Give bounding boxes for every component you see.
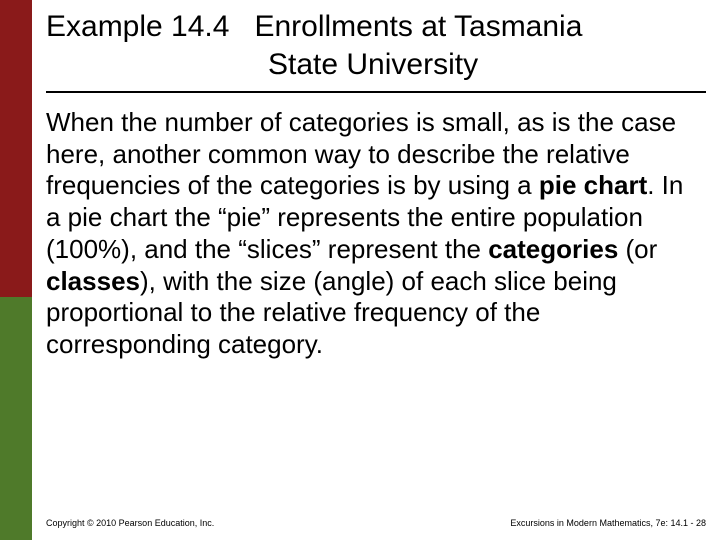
title-line-2: State University bbox=[46, 46, 706, 84]
title-block: Example 14.4 Enrollments at Tasmania Sta… bbox=[46, 8, 706, 93]
sidebar-top-band bbox=[0, 0, 32, 297]
body-run-3: (or bbox=[618, 234, 657, 264]
slide-content: Example 14.4 Enrollments at Tasmania Sta… bbox=[32, 0, 720, 540]
example-number: Example 14.4 bbox=[46, 10, 229, 43]
sidebar-bottom-band bbox=[0, 297, 32, 540]
term-categories: categories bbox=[488, 234, 618, 264]
accent-sidebar bbox=[0, 0, 32, 540]
term-pie-chart: pie chart bbox=[539, 170, 647, 200]
body-paragraph: When the number of categories is small, … bbox=[46, 107, 706, 361]
title-line-1: Example 14.4 Enrollments at Tasmania bbox=[46, 8, 706, 46]
term-classes: classes bbox=[46, 266, 140, 296]
page-reference: Excursions in Modern Mathematics, 7e: 14… bbox=[510, 518, 706, 528]
slide-footer: Copyright © 2010 Pearson Education, Inc.… bbox=[46, 518, 706, 528]
copyright-text: Copyright © 2010 Pearson Education, Inc. bbox=[46, 518, 214, 528]
title-text-1: Enrollments at Tasmania bbox=[254, 10, 582, 43]
